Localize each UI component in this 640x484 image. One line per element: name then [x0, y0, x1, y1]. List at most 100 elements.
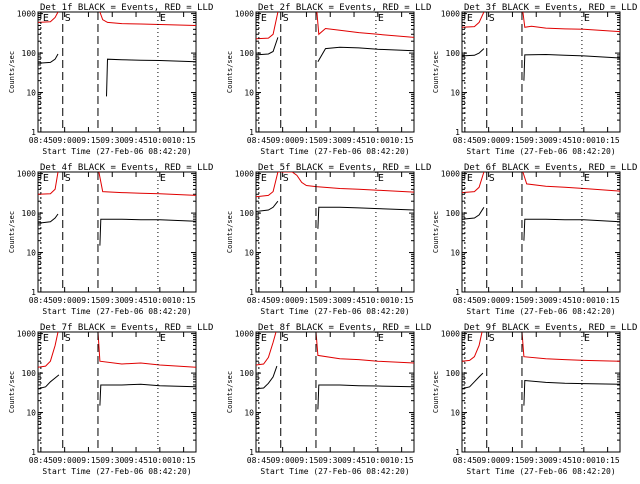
- y-axis-label: Counts/sec: [8, 211, 16, 253]
- plot-frame: [37, 11, 197, 133]
- y-tick-label: 10: [450, 249, 460, 258]
- x-tick-label: 09:30: [318, 456, 342, 465]
- series-line-events: [256, 200, 279, 212]
- series-line-lld: [522, 172, 620, 192]
- interval-marker-label: S: [283, 13, 289, 24]
- x-tick-label: 10:00: [366, 136, 390, 145]
- x-tick-label: 10:15: [596, 296, 620, 305]
- interval-marker-label: E: [584, 13, 590, 24]
- series-line-lld: [522, 12, 620, 33]
- chart-title: Det 5f BLACK = Events, RED = LLD: [258, 163, 431, 173]
- plot-frame: [255, 11, 415, 133]
- series-line-events: [523, 53, 620, 81]
- x-tick-label: 09:45: [342, 456, 366, 465]
- chart-panel-7: Det 7f BLACK = Events, RED = LLD 1 10 100 10…: [8, 323, 213, 476]
- x-tick-label: 08:45: [453, 456, 477, 465]
- x-tick-label: 09:15: [76, 296, 100, 305]
- x-tick-label: 09:45: [342, 296, 366, 305]
- y-tick-label: 1000: [235, 330, 254, 339]
- series-line-lld: [462, 332, 483, 362]
- x-tick-label: 08:45: [453, 136, 477, 145]
- x-tick-label: 09:00: [53, 296, 77, 305]
- plot-frame: [37, 331, 197, 453]
- series-line-lld: [97, 332, 196, 368]
- y-tick-label: 1: [455, 448, 460, 457]
- x-tick-label: 10:15: [172, 136, 196, 145]
- x-tick-label: 09:00: [271, 456, 295, 465]
- x-axis-label: Start Time (27-Feb-06 08:42:20): [42, 307, 191, 316]
- y-axis-label: Counts/sec: [432, 211, 440, 253]
- x-tick-label: 10:00: [148, 296, 172, 305]
- series-line-lld: [315, 332, 414, 364]
- plot-frame: [255, 331, 415, 453]
- x-tick-label: 10:15: [390, 456, 414, 465]
- series-line-events: [38, 53, 59, 64]
- x-tick-label: 08:45: [247, 136, 271, 145]
- series-group: [462, 172, 620, 241]
- y-tick-label: 100: [22, 49, 37, 58]
- interval-marker-label: E: [43, 13, 49, 24]
- x-tick-label: 10:00: [148, 136, 172, 145]
- y-tick-label: 10: [26, 409, 36, 418]
- series-line-events: [38, 213, 59, 224]
- x-tick-label: 09:30: [524, 296, 548, 305]
- y-tick-label: 100: [22, 369, 37, 378]
- x-tick-label: 09:00: [53, 456, 77, 465]
- x-tick-label: 09:45: [124, 456, 148, 465]
- y-tick-label: 1: [31, 448, 36, 457]
- chart-panel-9: Det 9f BLACK = Events, RED = LLD 1 10 100 10…: [432, 323, 637, 476]
- series-line-lld: [462, 172, 485, 194]
- x-tick-label: 09:30: [100, 456, 124, 465]
- series-line-events: [462, 207, 485, 220]
- chart-title: Det 8f BLACK = Events, RED = LLD: [258, 323, 431, 333]
- y-tick-label: 1: [249, 448, 254, 457]
- x-axis-label: Start Time (27-Feb-06 08:42:20): [466, 467, 615, 476]
- interval-marker-label: S: [489, 333, 495, 344]
- chart-title: Det 9f BLACK = Events, RED = LLD: [464, 323, 637, 333]
- y-tick-label: 10: [450, 409, 460, 418]
- x-tick-label: 09:30: [100, 296, 124, 305]
- x-tick-label: 09:15: [76, 136, 100, 145]
- chart-title: Det 3f BLACK = Events, RED = LLD: [464, 3, 637, 13]
- y-axis-label: Counts/sec: [8, 371, 16, 413]
- chart-panel-4: Det 4f BLACK = Events, RED = LLD 1 10 100 10…: [8, 163, 213, 316]
- y-tick-label: 10: [244, 249, 254, 258]
- y-tick-label: 1: [249, 128, 254, 137]
- y-tick-label: 1: [249, 288, 254, 297]
- x-tick-label: 09:00: [477, 296, 501, 305]
- y-tick-label: 1000: [441, 10, 460, 19]
- interval-marker-label: E: [467, 13, 473, 24]
- x-tick-label: 09:00: [53, 136, 77, 145]
- x-tick-label: 09:45: [548, 456, 572, 465]
- interval-marker-label: E: [160, 173, 166, 184]
- interval-marker-label: E: [584, 173, 590, 184]
- series-line-lld: [38, 12, 59, 23]
- y-tick-label: 100: [240, 369, 255, 378]
- series-group: [256, 332, 414, 410]
- x-axis-label: Start Time (27-Feb-06 08:42:20): [260, 147, 409, 156]
- x-tick-label: 09:15: [500, 296, 524, 305]
- y-axis-label: Counts/sec: [432, 51, 440, 93]
- y-tick-label: 1000: [235, 170, 254, 179]
- x-tick-label: 10:15: [390, 296, 414, 305]
- interval-marker-label: E: [261, 173, 267, 184]
- series-line-lld: [38, 172, 59, 195]
- interval-marker-label: E: [378, 13, 384, 24]
- x-tick-label: 10:15: [390, 136, 414, 145]
- x-tick-label: 09:45: [124, 296, 148, 305]
- x-tick-label: 08:45: [247, 296, 271, 305]
- x-tick-label: 09:30: [524, 456, 548, 465]
- series-line-lld: [256, 172, 414, 198]
- y-tick-label: 1: [455, 288, 460, 297]
- y-tick-label: 1000: [441, 330, 460, 339]
- x-tick-label: 09:15: [294, 136, 318, 145]
- chart-panel-5: Det 5f BLACK = Events, RED = LLD 1 10 100 10…: [226, 163, 431, 316]
- series-line-events: [317, 206, 414, 229]
- series-line-lld: [462, 12, 485, 28]
- series-line-events: [523, 218, 620, 241]
- x-tick-label: 09:30: [318, 136, 342, 145]
- series-line-events: [256, 37, 279, 56]
- interval-marker-label: E: [378, 333, 384, 344]
- series-line-events: [462, 372, 484, 390]
